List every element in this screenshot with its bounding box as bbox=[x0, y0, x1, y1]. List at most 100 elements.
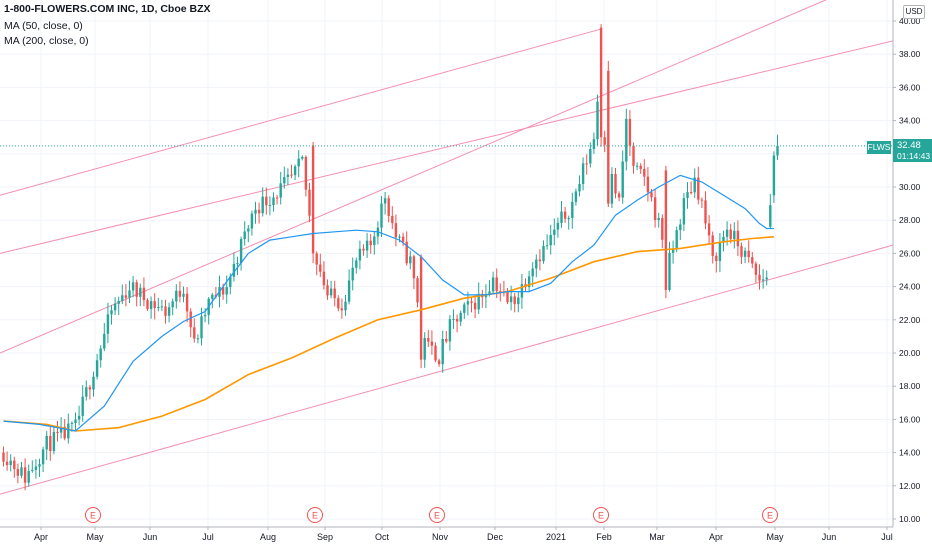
candle-body bbox=[221, 286, 225, 295]
candle-body bbox=[758, 274, 761, 281]
candle-body bbox=[578, 184, 581, 192]
candle-body bbox=[383, 198, 387, 204]
y-tick-label: 20.00 bbox=[899, 348, 921, 358]
candle-body bbox=[337, 298, 340, 309]
candle-body bbox=[5, 461, 9, 466]
candle-body bbox=[146, 300, 149, 309]
trendline bbox=[0, 0, 827, 354]
candle-body bbox=[437, 360, 441, 365]
candle-body bbox=[599, 27, 603, 138]
candle-body bbox=[466, 301, 470, 305]
y-tick-label: 38.00 bbox=[899, 49, 921, 59]
candle-body bbox=[189, 311, 192, 328]
candle-body bbox=[614, 174, 617, 194]
y-tick-label: 16.00 bbox=[899, 414, 921, 424]
candle-body bbox=[2, 452, 5, 462]
x-tick-label: Apr bbox=[709, 532, 723, 542]
y-tick-label: 22.00 bbox=[899, 315, 921, 325]
candle-body bbox=[239, 239, 243, 264]
candle-body bbox=[733, 230, 736, 240]
candle-body bbox=[689, 191, 693, 193]
candle-body bbox=[736, 230, 740, 247]
candle-body bbox=[405, 241, 408, 264]
candle-body bbox=[722, 236, 725, 243]
candle-body bbox=[268, 204, 272, 206]
candle-body bbox=[329, 288, 333, 296]
y-tick-label: 18.00 bbox=[899, 381, 921, 391]
candle-body bbox=[391, 215, 394, 224]
candle-body bbox=[157, 306, 160, 308]
candle-body bbox=[715, 255, 718, 261]
candle-body bbox=[9, 460, 12, 466]
ma50-line bbox=[3, 174, 774, 432]
candle-body bbox=[427, 338, 430, 342]
candle-body bbox=[538, 259, 542, 262]
candle-body bbox=[67, 423, 70, 439]
candle-body bbox=[164, 306, 167, 316]
y-tick-label: 14.00 bbox=[899, 448, 921, 458]
candle-body bbox=[275, 197, 279, 199]
candle-body bbox=[567, 217, 570, 219]
candle-body bbox=[139, 287, 142, 297]
candle-body bbox=[254, 209, 257, 214]
candle-body bbox=[311, 145, 315, 254]
candle-body bbox=[668, 252, 671, 290]
candle-body bbox=[571, 201, 574, 218]
candle-body bbox=[81, 396, 84, 416]
candle-body bbox=[707, 223, 711, 236]
candle-body bbox=[304, 156, 308, 190]
y-tick-label: 30.00 bbox=[899, 182, 921, 192]
candle-body bbox=[27, 470, 30, 483]
candle-body bbox=[765, 277, 768, 280]
candle-body bbox=[520, 284, 524, 298]
candle-body bbox=[455, 318, 459, 322]
x-tick-label: Feb bbox=[596, 532, 612, 542]
y-tick-label: 34.00 bbox=[899, 116, 921, 126]
candle-body bbox=[452, 318, 455, 320]
last-price-label: 32.48 01:14:43 bbox=[893, 139, 932, 162]
earnings-circle bbox=[85, 507, 101, 523]
candle-body bbox=[653, 197, 657, 221]
candle-body bbox=[70, 422, 74, 424]
candle-body bbox=[193, 327, 196, 339]
x-tick-label: Apr bbox=[34, 532, 48, 542]
candle-body bbox=[326, 285, 329, 296]
candle-body bbox=[243, 231, 246, 240]
currency-button[interactable]: USD bbox=[903, 5, 925, 19]
x-tick-label: Sep bbox=[317, 532, 333, 542]
x-tick-label: Jul bbox=[202, 532, 214, 542]
earnings-circle bbox=[307, 507, 323, 523]
candle-body bbox=[704, 200, 707, 224]
candle-body bbox=[473, 302, 477, 310]
candle-body bbox=[509, 296, 513, 303]
candle-body bbox=[610, 174, 614, 204]
candle-body bbox=[477, 293, 480, 310]
candle-body bbox=[247, 228, 250, 232]
candle-body bbox=[394, 223, 398, 238]
candle-body bbox=[412, 256, 416, 279]
candle-body bbox=[315, 253, 318, 265]
candle-body bbox=[596, 101, 599, 140]
candlesticks bbox=[2, 24, 779, 491]
candle-body bbox=[625, 118, 628, 162]
candle-body bbox=[463, 304, 466, 313]
candle-body bbox=[182, 293, 185, 297]
candle-body bbox=[56, 431, 59, 433]
candle-body bbox=[686, 191, 689, 199]
candle-body bbox=[153, 301, 156, 308]
last-price-value: 32.48 bbox=[897, 140, 921, 151]
candle-body bbox=[110, 310, 113, 315]
candle-body bbox=[322, 271, 326, 286]
earnings-circle bbox=[429, 507, 445, 523]
candle-body bbox=[171, 301, 174, 308]
candle-body bbox=[211, 294, 214, 299]
candle-body bbox=[344, 301, 347, 311]
candle-body bbox=[355, 260, 358, 268]
candle-body bbox=[531, 268, 534, 277]
candle-body bbox=[419, 256, 423, 360]
candle-body bbox=[63, 426, 66, 439]
candle-body bbox=[279, 183, 282, 198]
candle-body bbox=[401, 236, 405, 242]
